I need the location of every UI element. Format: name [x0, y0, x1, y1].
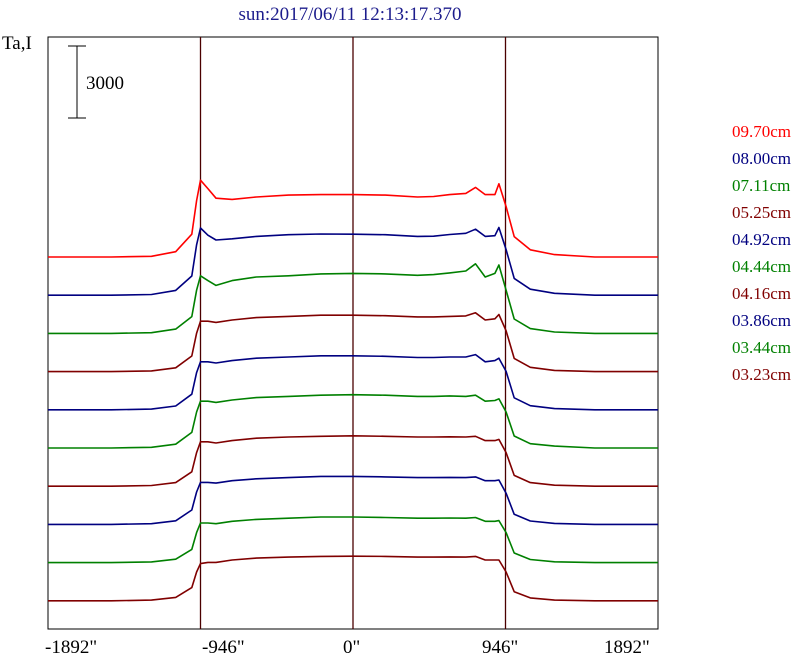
- series-line: [48, 393, 658, 449]
- legend-entry: 03.44cm: [732, 338, 792, 357]
- series-layer: [48, 179, 658, 602]
- series-line: [48, 311, 658, 373]
- series-line: [48, 434, 658, 488]
- series-line: [48, 516, 658, 564]
- x-tick-label: 0": [343, 637, 361, 658]
- x-tick-label: -1892": [45, 637, 98, 658]
- series-line: [48, 353, 658, 411]
- series-line: [48, 475, 658, 526]
- legend-entry: 07.11cm: [732, 176, 791, 195]
- y-axis-label: Ta,I: [2, 33, 32, 54]
- legend-entry: 03.23cm: [732, 365, 792, 384]
- x-tick-label: 946": [482, 637, 519, 658]
- legend-entry: 04.16cm: [732, 284, 792, 303]
- series-line: [48, 179, 658, 258]
- legend-entry: 05.25cm: [732, 203, 792, 222]
- legend-entry: 04.44cm: [732, 257, 792, 276]
- vertical-reference-lines: [199, 37, 507, 629]
- series-line: [48, 555, 658, 602]
- series-line: [48, 262, 658, 335]
- chart-title: sun:2017/06/11 12:13:17.370: [238, 4, 462, 25]
- legend-entry: 04.92cm: [732, 230, 792, 249]
- legend-entry: 08.00cm: [732, 149, 792, 168]
- series-line: [48, 226, 658, 297]
- legend-entry: 03.86cm: [732, 311, 792, 330]
- legend-entry: 09.70cm: [732, 122, 792, 141]
- x-tick-label: 1892": [604, 637, 650, 658]
- legend: 09.70cm 08.00cm 07.11cm 05.25cm 04.92cm 04.44…: [732, 118, 791, 388]
- scale-bar-label: 3000: [86, 73, 124, 94]
- x-tick-label: -946": [202, 637, 245, 658]
- scale-bar: [68, 45, 86, 119]
